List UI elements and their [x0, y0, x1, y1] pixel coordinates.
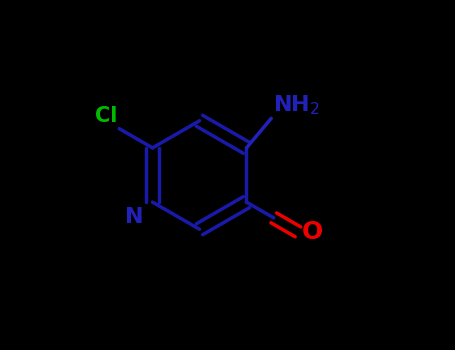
Text: O: O: [302, 220, 324, 244]
Text: NH$_2$: NH$_2$: [273, 93, 320, 117]
Text: N: N: [125, 207, 144, 228]
Text: Cl: Cl: [95, 106, 117, 126]
